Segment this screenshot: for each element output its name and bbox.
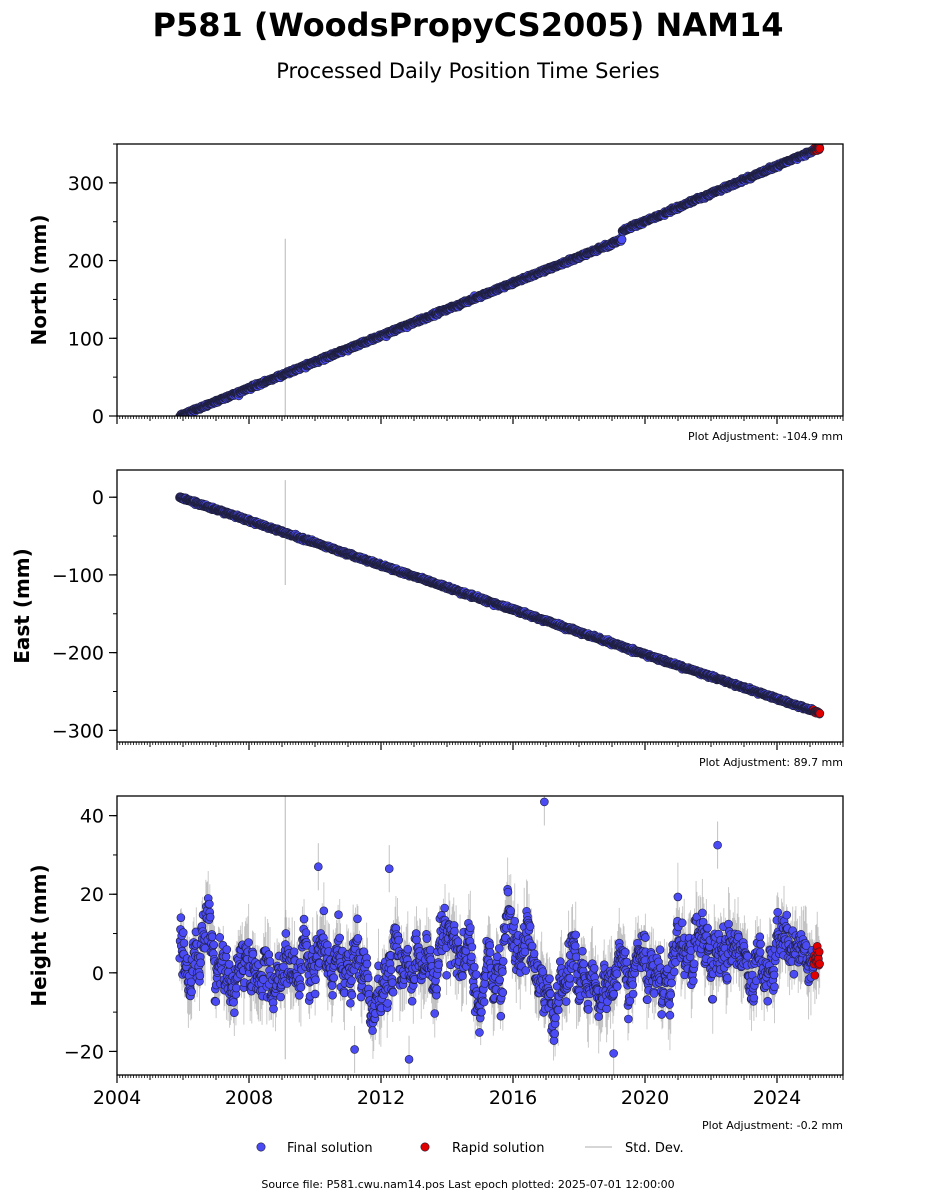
y-tick-label-east: 0 <box>92 487 104 509</box>
final-point <box>617 235 627 245</box>
plot-area-height <box>175 796 824 1075</box>
plot-area-north <box>175 144 825 416</box>
y-tick-label-north: 300 <box>68 173 104 195</box>
panel-east: 0 −100 −200 −300 East (mm) Plot Adjustment: 8… <box>10 469 844 769</box>
rapid-point <box>815 709 825 718</box>
panels-group: 0 100 200 300 North (mm) Plot Adjustment: -10… <box>10 143 844 1132</box>
chart-title: P581 (WoodsPropyCS2005) NAM14 <box>153 6 784 44</box>
y-tick-label-north: 100 <box>68 328 104 350</box>
y-tick-label-east: −200 <box>52 643 104 665</box>
plot-adjustment-east: Plot Adjustment: 89.7 mm <box>699 756 843 769</box>
y-tick-label-east: −300 <box>52 720 104 742</box>
y-axis-label-east: East (mm) <box>10 548 34 664</box>
y-tick-label-north: 0 <box>92 406 104 428</box>
plot-adjustment-north: Plot Adjustment: -104.9 mm <box>688 430 843 443</box>
panel-north: 0 100 200 300 North (mm) Plot Adjustment: -10… <box>27 143 844 443</box>
rapid-point <box>815 144 825 153</box>
y-axis-label-north: North (mm) <box>27 214 51 345</box>
y-tick-label-east: −100 <box>52 565 104 587</box>
plot-area-east <box>175 480 825 719</box>
y-tick-label-north: 200 <box>68 251 104 273</box>
chart-subtitle: Processed Daily Position Time Series <box>276 59 660 83</box>
